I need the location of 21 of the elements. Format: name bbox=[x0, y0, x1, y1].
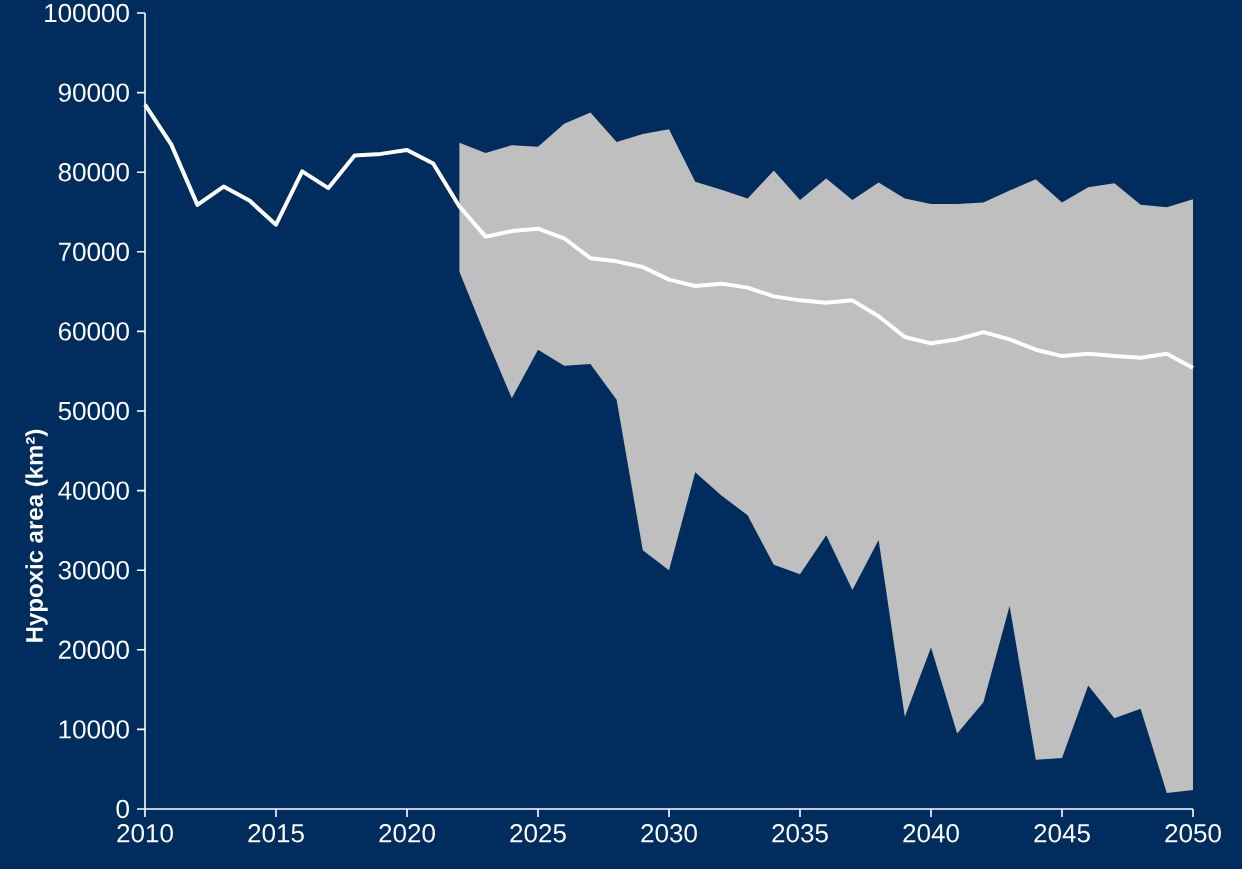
y-tick-label: 80000 bbox=[58, 162, 129, 182]
x-tick-label: 2040 bbox=[903, 824, 959, 843]
x-tick-label: 2025 bbox=[510, 824, 566, 843]
x-tick-label: 2020 bbox=[379, 824, 435, 843]
x-tick-label: 2035 bbox=[772, 824, 828, 843]
y-tick-label: 100000 bbox=[45, 3, 129, 23]
x-tick-label: 2030 bbox=[641, 824, 697, 843]
x-tick-label: 2015 bbox=[248, 824, 304, 843]
y-tick-label: 50000 bbox=[58, 401, 129, 421]
y-tick-label: 60000 bbox=[58, 322, 129, 341]
y-tick-label: 70000 bbox=[58, 242, 129, 261]
x-tick-label: 2045 bbox=[1034, 824, 1090, 843]
y-tick-label: 10000 bbox=[59, 720, 129, 739]
x-tick-label: 2010 bbox=[117, 824, 173, 843]
y-tick-label: 90000 bbox=[58, 83, 129, 102]
y-tick-label: 0 bbox=[116, 799, 129, 819]
y-axis-title: Hypoxic area (km²) bbox=[25, 429, 48, 642]
y-tick-label: 30000 bbox=[58, 560, 129, 580]
x-tick-label: 2050 bbox=[1165, 824, 1221, 843]
y-tick-label: 40000 bbox=[58, 481, 129, 500]
y-tick-label: 20000 bbox=[58, 640, 129, 659]
